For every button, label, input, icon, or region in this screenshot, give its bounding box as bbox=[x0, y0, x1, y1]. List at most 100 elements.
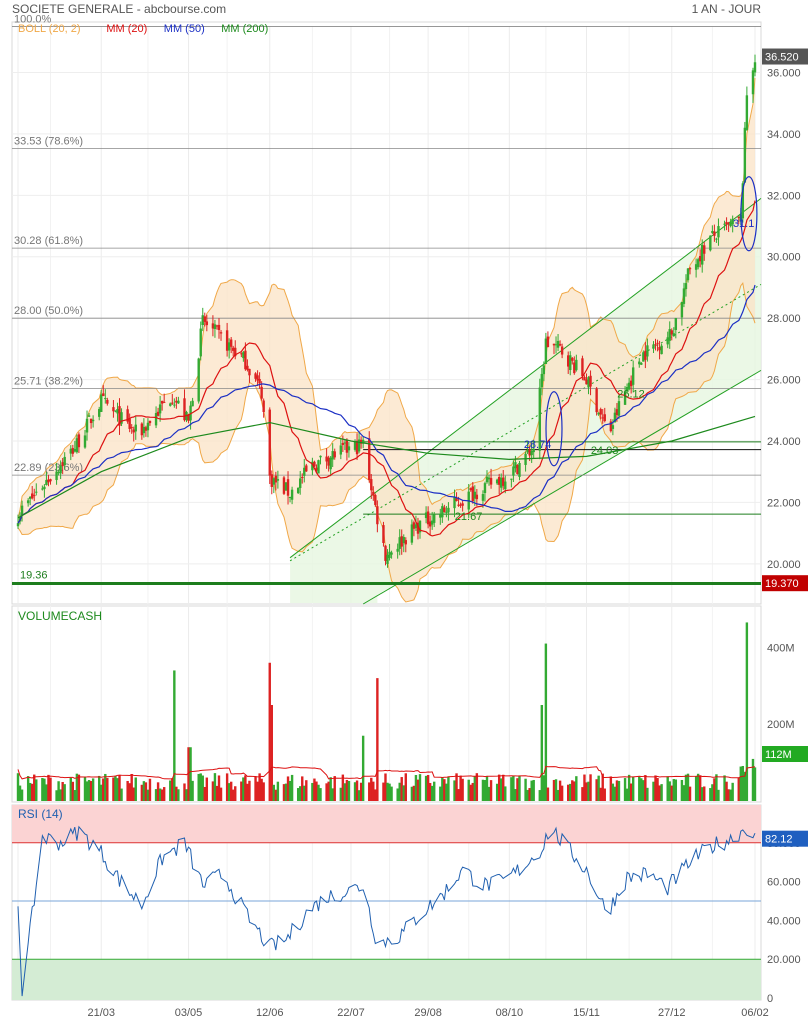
candle-body bbox=[319, 455, 322, 458]
price-annotation: 21.67 bbox=[455, 511, 483, 523]
volume-bar bbox=[71, 781, 75, 801]
volume-bar bbox=[156, 782, 160, 801]
volume-bar bbox=[374, 789, 377, 801]
rsi-axis-tick: 0 bbox=[767, 993, 773, 1005]
candle-body bbox=[390, 552, 393, 555]
volume-bar bbox=[615, 780, 619, 801]
candle-body bbox=[382, 525, 385, 543]
candle-body bbox=[546, 336, 550, 348]
volume-bar bbox=[357, 790, 361, 801]
candle-body bbox=[729, 222, 732, 227]
candle-body bbox=[142, 426, 146, 434]
candle-body bbox=[514, 462, 517, 469]
volume-bar bbox=[627, 774, 631, 801]
channel-median-line bbox=[289, 283, 762, 562]
volume-bar bbox=[201, 775, 204, 801]
candle-body bbox=[666, 337, 669, 345]
volume-bar bbox=[114, 776, 117, 801]
volume-bar bbox=[709, 788, 712, 801]
candle-body bbox=[45, 479, 48, 485]
volume-bar bbox=[134, 777, 137, 801]
candle-body bbox=[169, 403, 172, 406]
volume-bar bbox=[329, 777, 332, 801]
candle-body bbox=[538, 387, 541, 451]
volume-bar bbox=[587, 781, 590, 801]
candle-body bbox=[723, 223, 726, 225]
candle-body bbox=[581, 358, 584, 377]
candle-body bbox=[61, 462, 64, 467]
candle-body bbox=[644, 350, 647, 360]
candle-body bbox=[197, 358, 200, 402]
volume-bar bbox=[355, 780, 359, 801]
volume-bar bbox=[540, 705, 544, 801]
volume-bar bbox=[199, 773, 202, 801]
volume-bar bbox=[296, 788, 300, 801]
candle-body bbox=[341, 442, 345, 445]
volume-bar bbox=[219, 787, 223, 801]
candle-body bbox=[31, 493, 34, 499]
volume-last-badge: 112M bbox=[765, 749, 792, 761]
volume-bar bbox=[213, 773, 217, 801]
volume-bar bbox=[426, 775, 430, 801]
candle-body bbox=[359, 439, 363, 444]
volume-bar bbox=[248, 780, 251, 801]
bollinger-band-fill bbox=[18, 77, 755, 602]
volume-bar bbox=[703, 786, 706, 801]
candle-body bbox=[301, 476, 304, 478]
candle-body bbox=[140, 423, 144, 436]
candle-body bbox=[234, 347, 237, 357]
volume-bar bbox=[20, 789, 24, 801]
volume-bar bbox=[567, 784, 570, 801]
volume-bar bbox=[49, 777, 52, 801]
candle-body bbox=[597, 412, 600, 415]
volume-bar bbox=[727, 789, 730, 801]
legend-entry: MM (50) bbox=[164, 23, 205, 35]
volume-bar bbox=[569, 783, 572, 801]
candle-body bbox=[83, 435, 87, 448]
volume-bar bbox=[473, 776, 477, 801]
candle-body bbox=[485, 476, 489, 483]
price-axis-tick: 28.000 bbox=[767, 313, 801, 325]
volume-bar bbox=[217, 775, 221, 801]
volume-bar bbox=[282, 784, 286, 801]
volume-bar bbox=[737, 777, 740, 801]
candle-body bbox=[187, 414, 190, 421]
fibonacci-level-label: 30.28 (61.8%) bbox=[14, 235, 83, 247]
candle-body bbox=[353, 441, 357, 450]
price-annotation: 28.74 bbox=[524, 439, 552, 451]
volume-bar bbox=[481, 779, 485, 801]
last-price-badge-bg bbox=[762, 48, 808, 65]
volume-bar bbox=[638, 776, 641, 801]
price-axis-tick: 20.000 bbox=[767, 559, 801, 571]
volume-bar bbox=[106, 778, 109, 801]
volume-bar bbox=[286, 776, 290, 801]
volume-bar bbox=[175, 786, 178, 801]
volume-bar bbox=[575, 776, 578, 801]
candle-body bbox=[71, 448, 75, 454]
volume-bar bbox=[611, 783, 615, 801]
volume-bar bbox=[33, 774, 36, 801]
candle-body bbox=[57, 472, 60, 474]
volume-bar bbox=[317, 784, 320, 801]
fibonacci-level-label: 100.0% bbox=[14, 13, 52, 25]
candle-body bbox=[205, 321, 209, 326]
candle-body bbox=[244, 350, 247, 370]
volume-bar bbox=[290, 774, 294, 801]
volume-panel bbox=[16, 622, 757, 801]
volume-bar bbox=[229, 781, 233, 801]
volume-bar bbox=[57, 781, 60, 801]
volume-bar bbox=[73, 790, 77, 801]
axes: 20.000 22.000 24.000 26.000 28.000 30.000 32.0… bbox=[87, 48, 808, 1019]
volume-bar bbox=[554, 779, 558, 801]
volume-bar bbox=[31, 783, 34, 801]
date-axis-tick: 12/06 bbox=[256, 1007, 284, 1019]
candle-body bbox=[483, 483, 487, 494]
candle-body bbox=[75, 438, 79, 453]
candle-body bbox=[276, 479, 280, 481]
rsi-last-badge-bg bbox=[762, 830, 808, 847]
mm200-line bbox=[17, 415, 756, 519]
candle-body bbox=[638, 361, 641, 365]
volume-bar bbox=[272, 784, 276, 801]
volume-bar bbox=[642, 780, 645, 801]
volume-bar bbox=[215, 785, 219, 801]
